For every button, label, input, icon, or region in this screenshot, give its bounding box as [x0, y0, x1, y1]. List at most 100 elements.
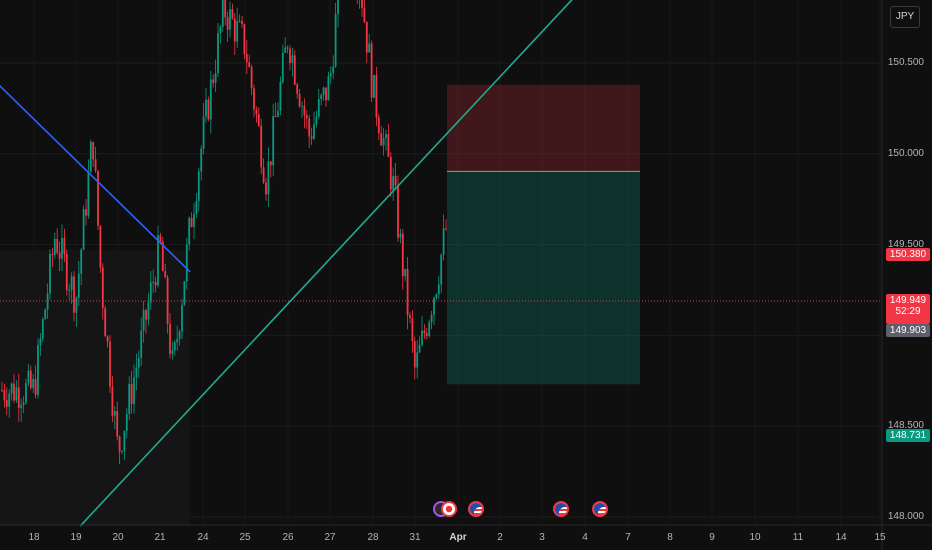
candle-body [368, 43, 371, 53]
candle-body [176, 338, 179, 343]
time-tick-label: 8 [667, 532, 673, 543]
candle-body [32, 378, 35, 389]
candle-body [365, 21, 368, 53]
candle-body [13, 383, 15, 401]
candle-body [375, 75, 378, 118]
candle-body [303, 105, 306, 116]
currency-label[interactable]: JPY [890, 6, 920, 28]
candle-body [181, 304, 183, 332]
candle-body [70, 276, 73, 290]
candle-body [65, 254, 68, 291]
candle-body [94, 159, 97, 171]
candle-body [260, 125, 263, 168]
candle-body [29, 370, 32, 389]
time-tick-label: 18 [28, 532, 40, 543]
time-tick-label: 25 [239, 532, 251, 543]
candle-body [145, 310, 147, 320]
time-tick-label: 31 [409, 532, 421, 543]
candle-body [293, 55, 296, 85]
price-tick-label: 148.000 [887, 511, 924, 522]
candle-body [152, 282, 155, 284]
time-tick-label: Apr [449, 532, 467, 543]
candle-body [39, 338, 42, 346]
candle-body [109, 341, 111, 387]
candle-body [68, 289, 71, 291]
candle-body [385, 134, 387, 139]
candle-body [296, 84, 299, 94]
candle-body [207, 99, 210, 120]
trendlines[interactable] [0, 0, 691, 527]
candle-body [315, 116, 318, 125]
price-tick-label: 149.500 [887, 238, 924, 250]
jp-flag-icon[interactable] [441, 501, 457, 517]
candle-body [75, 297, 78, 313]
time-tick-label: 21 [154, 532, 166, 543]
time-tick-label: 20 [112, 532, 124, 543]
candle-body [329, 72, 332, 77]
candle-body [334, 14, 337, 67]
candle-body [149, 282, 152, 303]
candle-body [255, 109, 258, 115]
candle-body [34, 378, 37, 395]
candle-body [44, 309, 47, 320]
candle-body [140, 330, 143, 358]
candle-body [286, 47, 289, 49]
candle-body [106, 336, 109, 342]
candle-body [317, 99, 320, 117]
us-flag-icon[interactable] [468, 501, 484, 517]
candle-body [10, 383, 13, 394]
candle-body [63, 237, 66, 255]
candle-body [394, 175, 397, 186]
candle-body [3, 390, 6, 401]
candle-body [298, 93, 301, 107]
candle-body [322, 87, 325, 95]
price-tick-label: 150.500 [887, 57, 924, 68]
candle-body [1, 389, 3, 391]
candle-body [277, 110, 279, 117]
candle-body [418, 344, 421, 353]
us-flag-icon[interactable] [553, 501, 569, 517]
candle-body [49, 254, 51, 294]
candle-body [435, 294, 438, 298]
candle-body [190, 218, 193, 227]
time-tick-label: 3 [539, 532, 545, 543]
candle-body [8, 393, 11, 407]
price-tick-label: 148.500 [887, 420, 924, 432]
target-price-tag: 148.731 [886, 429, 930, 442]
candle-body [389, 156, 392, 190]
candle-body [173, 342, 176, 351]
candle-body [409, 315, 411, 319]
candle-body [135, 367, 138, 378]
time-tick-label: 7 [625, 532, 631, 543]
candle-body [253, 88, 255, 110]
candle-body [159, 235, 162, 242]
candle-body [121, 451, 123, 453]
candle-body [61, 237, 63, 259]
position-zones[interactable] [447, 84, 640, 385]
current-price-tag: 149.949 52:29 [886, 294, 930, 324]
candle-body [250, 66, 253, 89]
candle-body [80, 249, 83, 274]
candle-body [73, 276, 75, 313]
candle-body [238, 20, 241, 22]
candle-body [291, 55, 294, 63]
candle-body [147, 302, 150, 320]
candle-body [195, 200, 198, 214]
candle-body [183, 281, 186, 305]
candle-body [217, 33, 219, 73]
candle-body [413, 341, 416, 368]
candle-body [397, 185, 399, 238]
candle-body [279, 81, 282, 111]
trendline [0, 84, 191, 273]
bar-countdown: 52:29 [895, 306, 921, 317]
candle-body [185, 244, 188, 282]
candle-body [241, 20, 243, 25]
candle-body [274, 115, 277, 117]
candle-body [154, 282, 157, 286]
time-tick-label: 10 [749, 532, 761, 543]
us-flag-icon[interactable] [592, 501, 608, 517]
candle-body [128, 383, 131, 415]
candle-body [164, 271, 167, 278]
candle-body [133, 377, 135, 404]
